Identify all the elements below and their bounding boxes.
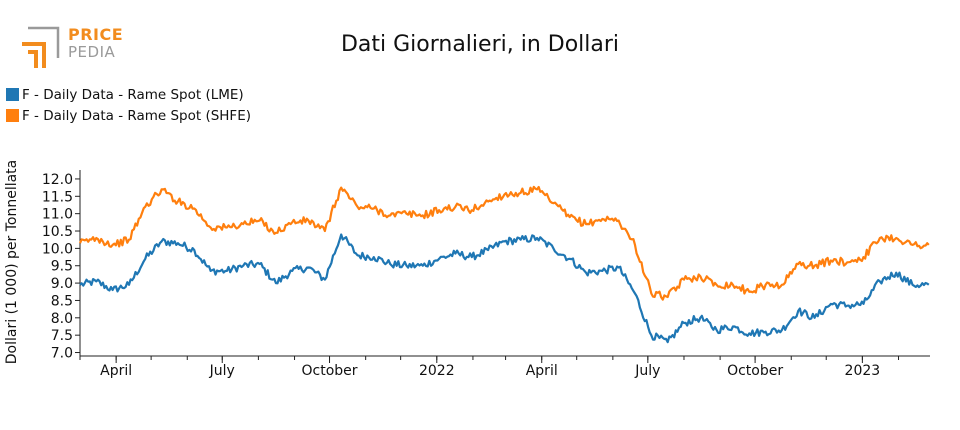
x-tick-label: October xyxy=(727,363,783,379)
legend-swatch-shfe xyxy=(6,109,19,122)
x-tick-label: 2022 xyxy=(419,363,455,379)
series-layer xyxy=(78,185,930,344)
legend-swatch-lme xyxy=(6,88,19,101)
logo-text-price: PRICE xyxy=(68,25,124,44)
x-tick-label: 2023 xyxy=(845,363,881,379)
legend-label-shfe: F - Daily Data - Rame Spot (SHFE) xyxy=(22,107,251,124)
y-tick-label: 9.0 xyxy=(51,276,73,292)
x-tick-label: July xyxy=(634,363,660,379)
pricepedia-logo xyxy=(18,24,128,74)
y-tick-label: 8.0 xyxy=(51,311,73,327)
x-tick-label: July xyxy=(209,363,235,379)
logo-text-pedia: PEDIA xyxy=(68,43,116,61)
y-tick-label: 9.5 xyxy=(51,259,73,275)
y-tick-label: 12.0 xyxy=(42,172,73,188)
legend-item-shfe[interactable]: F - Daily Data - Rame Spot (SHFE) xyxy=(6,105,251,126)
chart-title: Dati Giornalieri, in Dollari xyxy=(340,32,620,57)
series-line-1 xyxy=(78,185,930,301)
y-tick-label: 10.0 xyxy=(42,241,73,257)
legend-item-lme[interactable]: F - Daily Data - Rame Spot (LME) xyxy=(6,84,251,105)
x-tick-label: October xyxy=(302,363,358,379)
series-line-0 xyxy=(79,233,930,344)
x-tick-label: April xyxy=(526,363,558,379)
y-tick-label: 11.5 xyxy=(42,189,73,205)
y-tick-label: 11.0 xyxy=(42,207,73,223)
axes: 7.0 7.58.0 8.59.09.5 10.010.511.0 11.512.0 Ap… xyxy=(42,170,930,379)
y-tick-label: 8.5 xyxy=(51,293,73,309)
chart-legend: F - Daily Data - Rame Spot (LME) F - Dai… xyxy=(6,84,251,126)
logo-mark-icon xyxy=(22,26,60,68)
legend-label-lme: F - Daily Data - Rame Spot (LME) xyxy=(22,86,244,103)
y-axis-label: Dollari (1 000) per Tonnellata xyxy=(4,160,20,364)
y-tick-label: 10.5 xyxy=(42,224,73,240)
y-tick-label: 7.0 xyxy=(51,346,73,362)
x-tick-label: April xyxy=(100,363,132,379)
y-tick-label: 7.5 xyxy=(51,328,73,344)
